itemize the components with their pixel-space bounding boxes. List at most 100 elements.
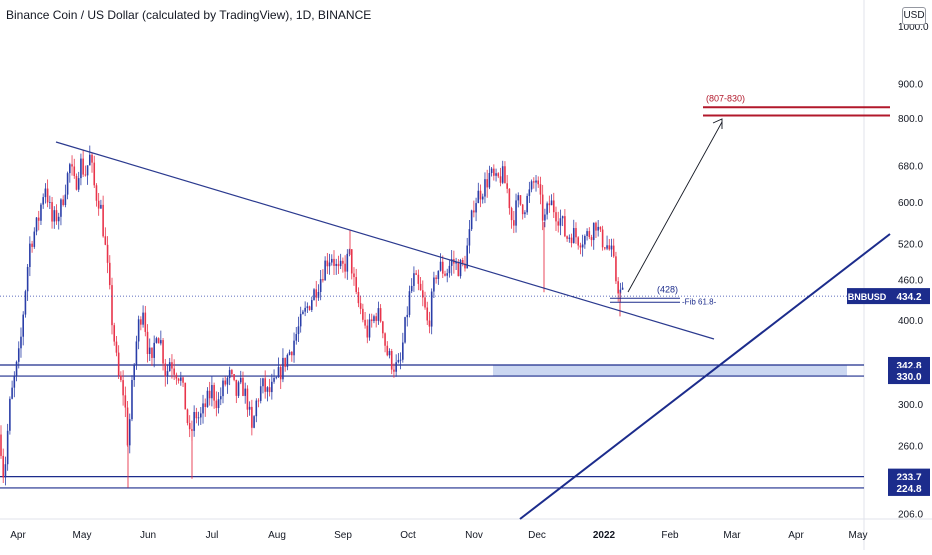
candle-body: [22, 314, 24, 337]
candle-body: [319, 279, 322, 292]
candle-body: [521, 204, 524, 215]
candle-body: [262, 378, 264, 387]
time-tick-label: 2022: [593, 530, 616, 541]
drawings-layer: (807-830) (428) -Fib 61.8-: [0, 93, 891, 520]
candle-body: [124, 395, 127, 408]
demand-zone: [493, 364, 847, 377]
candle-body: [526, 195, 528, 213]
candle-body: [364, 319, 366, 326]
candle-body: [302, 311, 304, 314]
candle-body: [231, 370, 233, 375]
candle-body: [275, 377, 278, 379]
price-tick-label: 460.0: [898, 275, 923, 286]
candle-body: [168, 362, 171, 372]
descending-trendline[interactable]: [55, 141, 715, 340]
price-axis[interactable]: 206.0 260.0 300.0 400.0 460.0 520.0 600.0 680.0…: [898, 22, 929, 520]
candle-body: [204, 403, 207, 407]
candle-body: [173, 368, 175, 375]
ascending-trendline[interactable]: [519, 233, 891, 520]
candle-body: [122, 380, 124, 396]
candle-body: [200, 413, 202, 418]
time-axis[interactable]: Apr May Jun Jul Aug Sep Oct Nov Dec 2022 Feb Mar Apr…: [10, 530, 867, 541]
candle-body: [51, 202, 53, 222]
candle-body: [153, 342, 155, 358]
candle-body: [441, 261, 444, 274]
candle-body: [279, 367, 282, 380]
candle-body: [544, 214, 546, 221]
candle-body: [82, 158, 84, 175]
candle-body: [135, 341, 138, 365]
candle-body: [9, 398, 11, 431]
fib-level-label: (428): [657, 284, 678, 294]
candle-body: [413, 273, 415, 286]
candle-body: [0, 434, 2, 456]
candle-body: [33, 231, 36, 247]
candle-body: [370, 319, 373, 322]
candle-body: [184, 382, 187, 410]
candle-body: [273, 378, 275, 382]
candle-body: [215, 400, 218, 409]
candle-body: [144, 312, 147, 332]
candle-body: [592, 222, 595, 241]
candle-body: [228, 370, 231, 379]
candle-body: [539, 184, 542, 195]
candle-body: [208, 390, 211, 399]
candle-body: [355, 277, 357, 293]
candle-body: [335, 263, 338, 266]
candle-body: [224, 380, 227, 385]
candle-body: [71, 164, 73, 167]
candle-body: [513, 220, 515, 226]
candle-body: [115, 341, 118, 353]
candle-body: [446, 273, 449, 276]
candle-body: [253, 416, 255, 428]
candle-body: [397, 359, 400, 363]
price-tick-label: 206.0: [898, 509, 923, 520]
candle-body: [333, 258, 335, 266]
time-tick-label: Apr: [788, 530, 804, 541]
candle-body: [557, 221, 560, 226]
candle-body: [104, 236, 107, 245]
candle-body: [106, 244, 109, 263]
candle-body: [235, 379, 238, 396]
candle-body: [617, 281, 619, 294]
candle-body: [481, 196, 484, 200]
projection-arrow[interactable]: [627, 121, 723, 293]
candle-body: [311, 300, 313, 310]
projection-arrow-head: [712, 118, 723, 129]
candle-body: [515, 200, 517, 226]
level-badge-text: 330.0: [896, 372, 921, 383]
currency-button[interactable]: USD: [902, 7, 926, 25]
candle-body: [362, 308, 364, 320]
candle-body: [606, 245, 608, 249]
candle-body: [604, 247, 606, 249]
candle-body: [308, 306, 311, 310]
candle-body: [590, 237, 593, 241]
candle-body: [15, 361, 18, 376]
candle-body: [60, 199, 62, 217]
candle-body: [495, 173, 497, 176]
candle-body: [586, 231, 588, 237]
candle-body: [164, 363, 167, 377]
candle-body: [473, 210, 475, 213]
candle-body: [288, 351, 291, 355]
candle-body: [133, 364, 135, 380]
candle-body: [137, 319, 140, 342]
candle-body: [177, 378, 180, 381]
candle-body: [448, 265, 451, 274]
candle-body: [75, 176, 78, 190]
candle-body: [24, 291, 27, 315]
candle-body: [577, 237, 579, 246]
candle-body: [166, 371, 169, 377]
candle-body: [237, 382, 240, 396]
candle-body: [326, 260, 329, 267]
level-badge-text: 342.8: [896, 361, 921, 372]
candle-body: [570, 237, 573, 244]
candle-body: [282, 357, 284, 380]
candle-body: [304, 307, 306, 312]
candle-body: [510, 208, 513, 221]
candle-body: [2, 455, 5, 478]
candle-body: [384, 333, 386, 346]
